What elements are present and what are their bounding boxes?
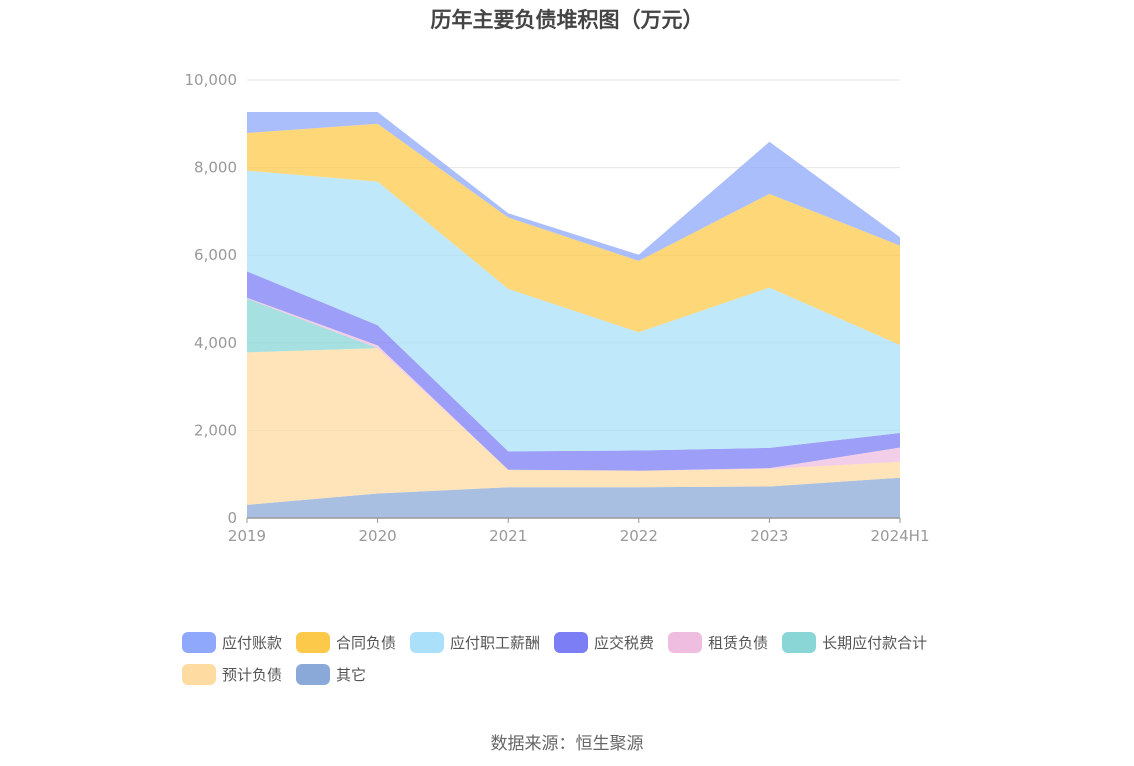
area-应交税费[interactable] [247,271,900,471]
legend-label: 长期应付款合计 [822,634,928,652]
y-tick-label: 10,000 [185,71,238,89]
stacked-area-chart: 0 2,000 4,000 6,000 8,000 10,000 2019 2020 2021… [185,71,930,545]
area-其它[interactable] [247,477,900,518]
area-series [247,112,900,518]
area-合同负债[interactable] [247,123,900,345]
grid-lines: 0 2,000 4,000 6,000 8,000 10,000 [185,71,900,527]
legend-swatch [182,632,216,653]
legend-swatch [668,632,703,653]
legend-label: 应付账款 [222,634,283,652]
x-tick-label: 2021 [489,527,527,545]
legend-item[interactable]: 应付账款 [182,632,282,653]
legend-item[interactable]: 租赁负债 [668,632,768,653]
legend-item[interactable]: 长期应付款合计 [782,632,927,653]
legend-swatch [554,632,589,653]
x-tick-label: 2024H1 [871,527,930,545]
x-tick-label: 2023 [750,527,788,545]
source-note: 数据来源：恒生聚源 [490,734,644,754]
y-tick-label: 8,000 [194,159,237,177]
legend-row-2: 预计负债 其它 [182,664,982,685]
y-tick-label: 6,000 [194,246,237,264]
legend-item[interactable]: 其它 [296,664,366,685]
legend-item[interactable]: 应付职工薪酬 [410,632,540,653]
legend-swatch [410,632,445,653]
legend-item[interactable]: 应交税费 [554,632,654,653]
area-预计负债[interactable] [247,348,900,505]
x-tick-label: 2022 [620,527,658,545]
area-应付职工薪酬[interactable] [247,170,900,452]
legend-label: 合同负债 [336,634,397,652]
y-tick-label: 0 [227,509,237,527]
legend-item[interactable]: 合同负债 [296,632,396,653]
axes: 2019 2020 2021 2022 2023 2024H1 [228,517,930,545]
x-tick-label: 2020 [359,527,397,545]
legend-label: 其它 [336,666,367,684]
legend: 应付账款 合同负债 应付职工薪酬 应交税费 租赁负债 长期应付款合计 预计负债 其它 [182,632,982,696]
legend-label: 预计负债 [222,666,283,684]
legend-swatch [782,632,817,653]
legend-swatch [296,664,331,685]
legend-swatch [182,664,216,685]
chart-title: 历年主要负债堆积图（万元） [430,8,704,32]
y-tick-label: 2,000 [194,421,237,439]
legend-row-1: 应付账款 合同负债 应付职工薪酬 应交税费 租赁负债 长期应付款合计 [182,632,982,653]
legend-label: 应交税费 [594,634,655,652]
legend-item[interactable]: 预计负债 [182,664,282,685]
legend-label: 租赁负债 [708,634,769,652]
area-应付账款[interactable] [247,112,900,261]
legend-label: 应付职工薪酬 [450,634,541,652]
legend-swatch [296,632,331,653]
x-tick-label: 2019 [228,527,266,545]
y-tick-label: 4,000 [194,334,237,352]
